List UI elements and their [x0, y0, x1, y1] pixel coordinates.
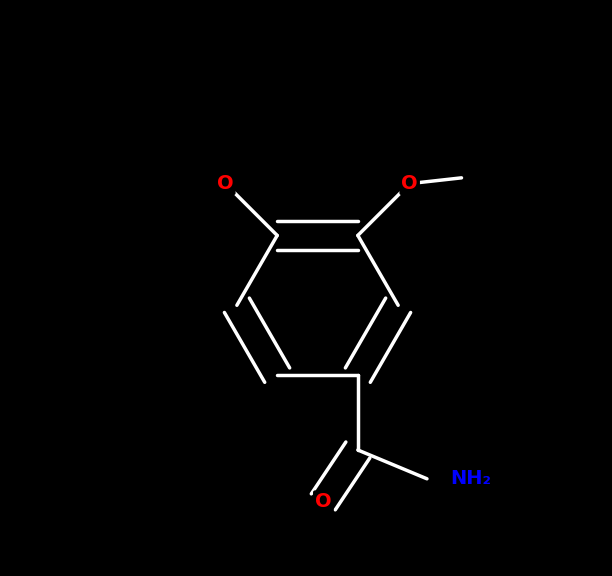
Text: O: O [401, 174, 418, 193]
Text: NH₂: NH₂ [450, 469, 491, 488]
Text: O: O [217, 174, 234, 193]
Text: O: O [315, 492, 332, 511]
